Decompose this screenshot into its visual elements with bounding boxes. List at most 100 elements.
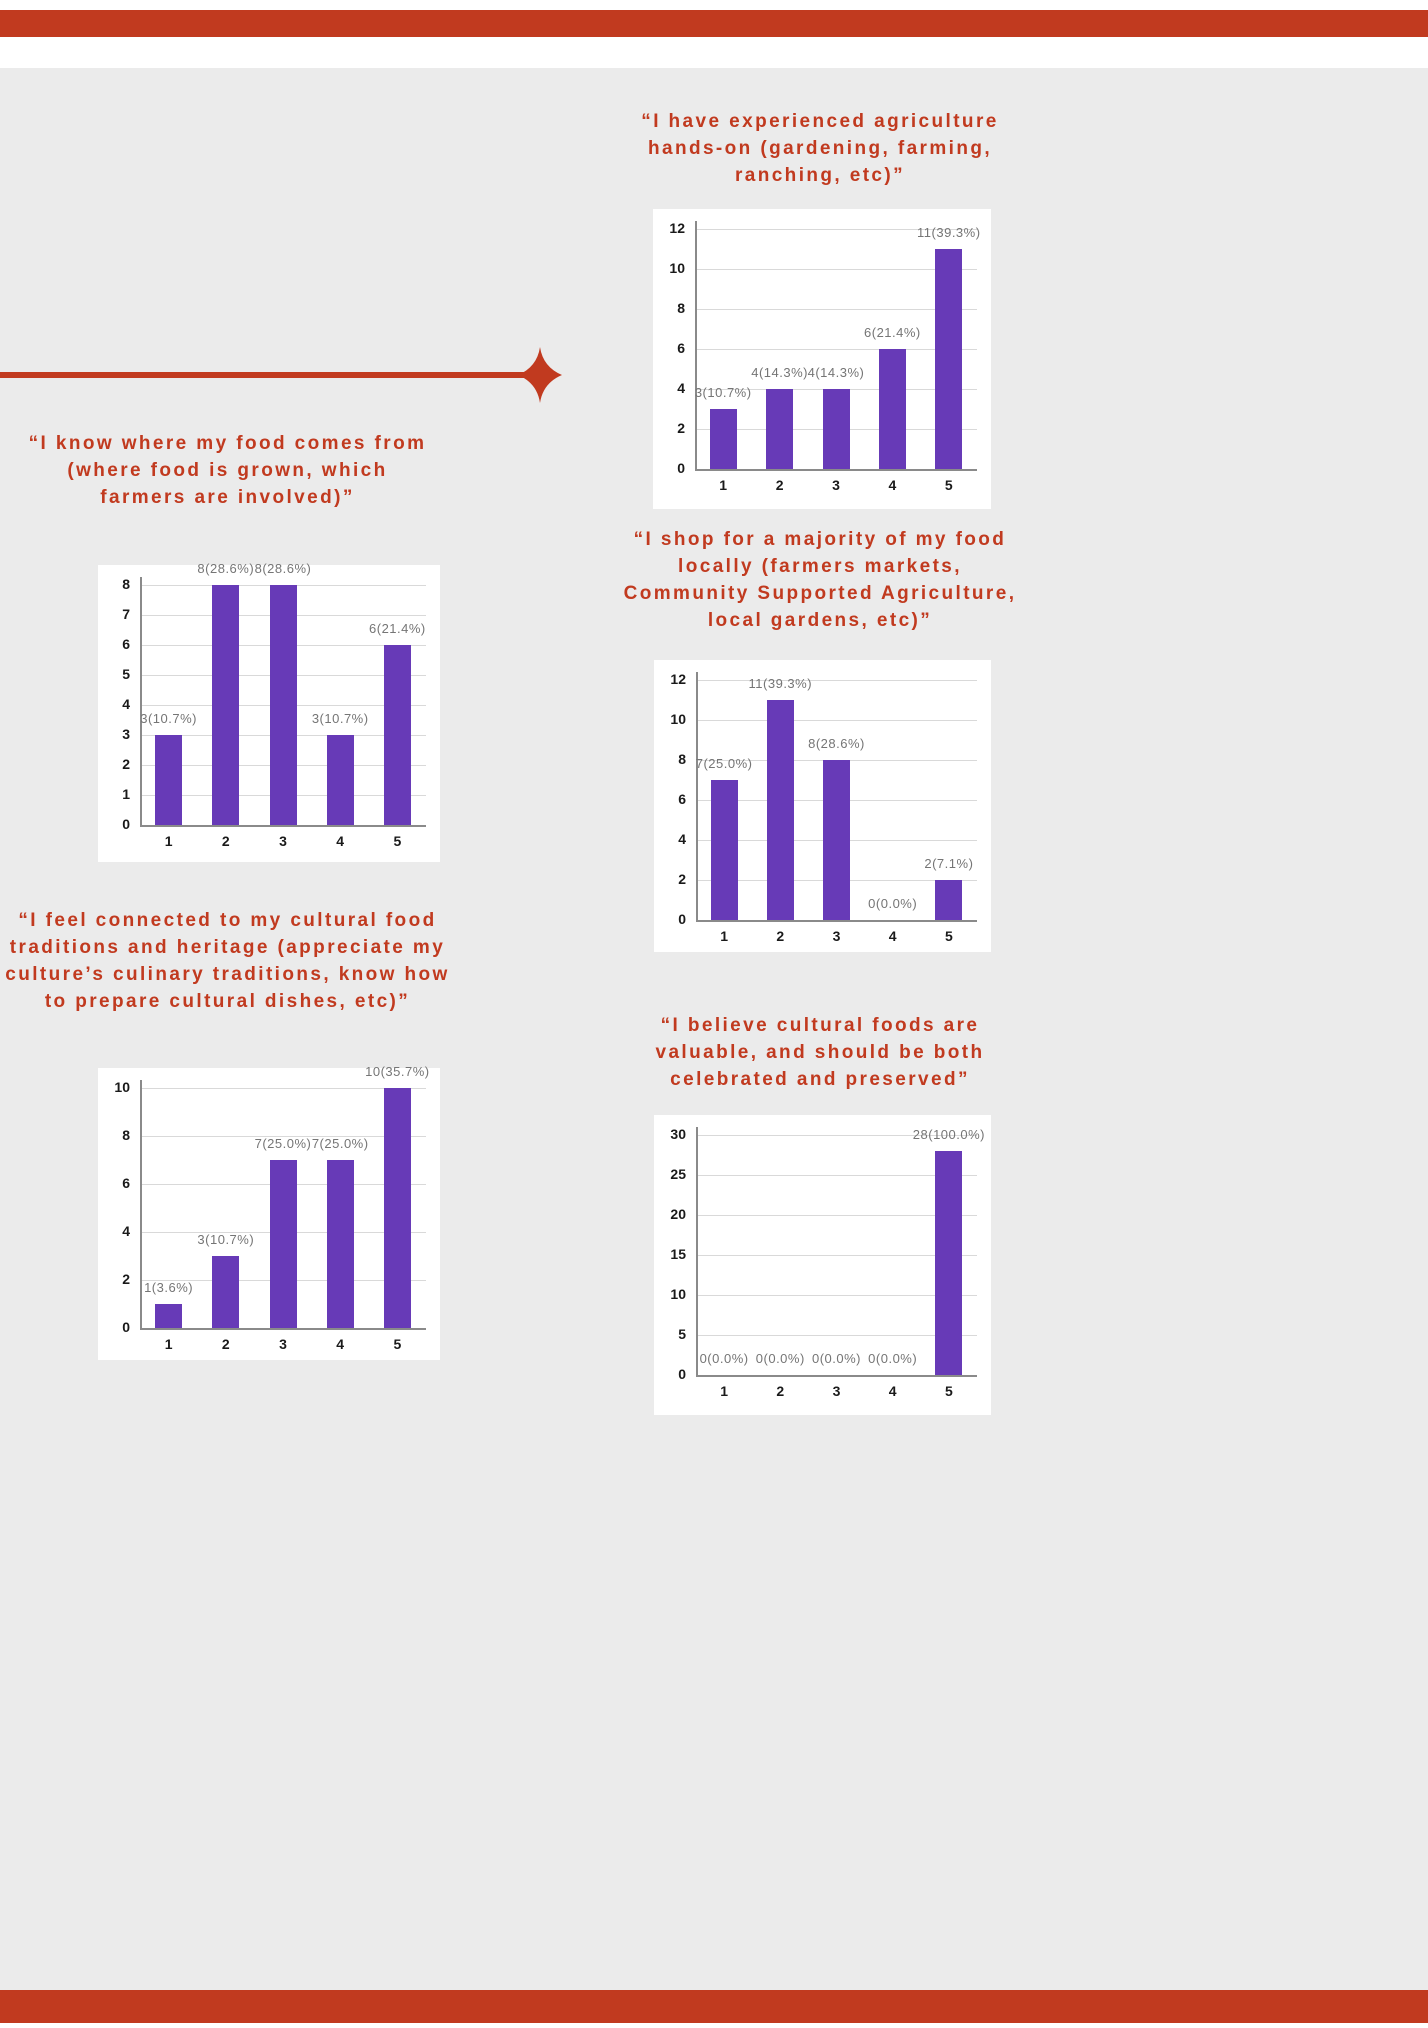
x-tick-label: 1	[164, 1336, 173, 1352]
divider-line	[0, 372, 524, 378]
chart-4-heading: “I feel connected to my cultural food tra…	[0, 907, 455, 1015]
gridline	[695, 309, 977, 310]
y-tick-label: 12	[670, 671, 686, 687]
bar	[822, 389, 850, 469]
chart-1-heading: “I have experienced agriculture hands-on …	[570, 108, 1070, 189]
y-tick-label: 6	[677, 340, 685, 356]
x-axis-baseline	[696, 1375, 977, 1377]
bar-value-label: 3(10.7%)	[140, 711, 197, 726]
y-tick-label: 6	[122, 1175, 130, 1191]
top-accent-bar	[0, 10, 1428, 37]
y-tick-label: 0	[678, 1366, 686, 1382]
bar	[155, 1304, 183, 1328]
chart-5-card: 0 5 10 15 20 25 30 0(0.0%) 1 0(0.0%) 2 0(0.0%) 3 0(0.…	[654, 1115, 991, 1415]
chart-2-heading: “I know where my food comes from (where f…	[0, 430, 455, 511]
y-axis-line	[140, 577, 142, 825]
gridline	[695, 349, 977, 350]
chart-5-heading: “I believe cultural foods are valuable, a…	[570, 1012, 1070, 1093]
y-axis-line	[696, 672, 698, 920]
y-tick-label: 7	[122, 606, 130, 622]
gridline	[696, 1135, 977, 1136]
bar-value-label: 0(0.0%)	[868, 1351, 918, 1366]
x-tick-label: 3	[279, 1336, 287, 1352]
y-tick-label: 0	[678, 911, 686, 927]
y-axis-line	[140, 1080, 142, 1328]
x-tick-label: 2	[776, 928, 785, 944]
x-tick-label: 4	[888, 1383, 897, 1399]
x-tick-label: 4	[336, 1336, 345, 1352]
x-tick-label: 3	[279, 833, 287, 849]
y-tick-label: 2	[122, 756, 130, 772]
y-axis-line	[695, 221, 697, 469]
y-tick-label: 1	[122, 786, 130, 802]
heading-line: hands-on (gardening, farming,	[647, 138, 993, 159]
heading-line: “I shop for a majority of my food	[633, 529, 1007, 550]
y-tick-label: 6	[678, 791, 686, 807]
y-tick-label: 0	[122, 816, 130, 832]
bar	[709, 409, 737, 469]
x-tick-label: 5	[393, 833, 402, 849]
bar-value-label: 1(3.6%)	[144, 1280, 194, 1295]
bar-value-label: 7(25.0%)	[695, 756, 753, 771]
heading-line: local gardens, etc)”	[707, 610, 933, 631]
chart-4-card: 0 2 4 6 8 10 1(3.6%) 1 3(10.7%) 2 7(25.0%) 3 7(25.0%…	[98, 1064, 440, 1360]
gridline	[696, 1175, 977, 1176]
chart-2-card: 0 1 2 3 4 5 6 7 8 3(10.7%) 1 8(28.6%) 2 8(28.6%) 3 3(10…	[98, 561, 440, 862]
y-tick-label: 2	[677, 420, 685, 436]
bar-value-label: 11(39.3%)	[748, 676, 813, 691]
y-tick-label: 8	[677, 300, 685, 316]
heading-line: celebrated and preserved”	[670, 1069, 970, 1090]
bar	[326, 1160, 354, 1328]
bar	[269, 585, 297, 825]
x-tick-label: 4	[336, 833, 345, 849]
x-tick-label: 3	[832, 1383, 841, 1399]
y-tick-label: 0	[677, 460, 685, 476]
gridline	[140, 1136, 426, 1137]
x-axis-baseline	[140, 825, 426, 827]
bar-value-label: 7(25.0%)	[254, 1136, 312, 1151]
x-tick-label: 5	[944, 477, 953, 493]
bar-value-label: 28(100.0%)	[912, 1127, 985, 1142]
bar-value-label: 2(7.1%)	[924, 856, 974, 871]
y-tick-label: 25	[670, 1166, 686, 1182]
bar	[766, 700, 794, 920]
x-tick-label: 1	[720, 1383, 728, 1399]
heading-line: Community Supported Agriculture,	[623, 583, 1017, 604]
y-tick-label: 30	[670, 1126, 686, 1142]
x-tick-label: 4	[888, 928, 897, 944]
y-tick-label: 4	[678, 831, 686, 847]
gridline	[696, 1335, 977, 1336]
x-tick-label: 1	[720, 928, 728, 944]
x-axis-baseline	[696, 920, 977, 922]
bar	[383, 645, 411, 825]
y-tick-label: 10	[670, 1286, 686, 1302]
bar	[935, 249, 963, 469]
bar	[155, 735, 183, 825]
bar	[326, 735, 354, 825]
gridline	[696, 1255, 977, 1256]
y-tick-label: 5	[122, 666, 130, 682]
y-tick-label: 20	[670, 1206, 686, 1222]
chart-3-heading: “I shop for a majority of my food locally…	[570, 526, 1070, 634]
bar-value-label: 7(25.0%)	[311, 1136, 369, 1151]
x-tick-label: 5	[944, 1383, 953, 1399]
x-tick-label: 5	[944, 928, 953, 944]
bar-value-label: 0(0.0%)	[811, 1351, 862, 1366]
bar-value-label: 10(35.7%)	[365, 1064, 430, 1079]
bar	[269, 1160, 297, 1328]
y-tick-label: 6	[122, 636, 130, 652]
y-tick-label: 8	[122, 1127, 130, 1143]
x-tick-label: 5	[393, 1336, 402, 1352]
y-tick-label: 4	[122, 696, 130, 712]
gridline	[696, 720, 977, 721]
heading-line: (where food is grown, which	[67, 460, 388, 481]
y-tick-label: 4	[677, 380, 685, 396]
heading-line: ranching, etc)”	[734, 165, 906, 186]
bar-value-label: 0(0.0%)	[868, 896, 918, 911]
heading-line: locally (farmers markets,	[678, 556, 962, 577]
heading-line: culture’s culinary traditions, know how	[5, 964, 450, 985]
gridline	[695, 229, 977, 230]
bar	[878, 349, 906, 469]
y-tick-label: 0	[122, 1319, 130, 1335]
bar-value-label: 3(10.7%)	[197, 1232, 255, 1247]
